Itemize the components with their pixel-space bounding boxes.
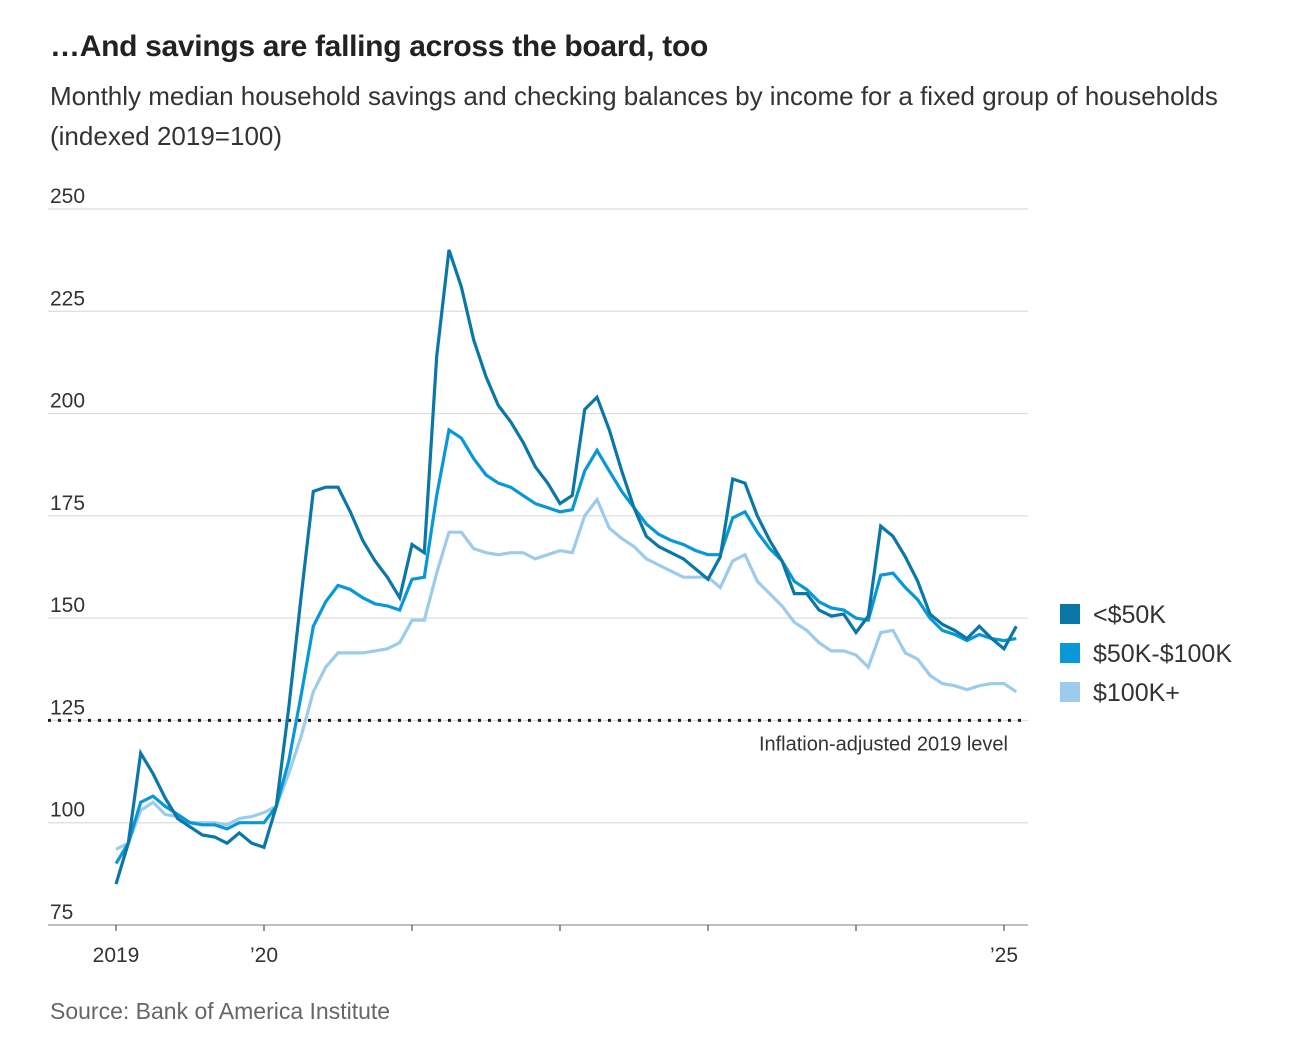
source-note: Source: Bank of America Institute	[50, 998, 391, 1024]
legend-swatch	[1060, 604, 1080, 624]
reference-line-label: Inflation-adjusted 2019 level	[759, 733, 1008, 755]
y-tick-label: 200	[50, 390, 85, 413]
reference-line: Inflation-adjusted 2019 level	[48, 718, 1028, 755]
legend-swatch	[1060, 682, 1080, 702]
chart-title: …And savings are falling across the boar…	[50, 30, 709, 63]
x-tick-label: 2019	[93, 944, 140, 967]
legend: <$50K $50K-$100K $100K+	[1060, 601, 1232, 707]
y-tick-label: 225	[50, 287, 85, 310]
y-tick-label: 100	[50, 799, 85, 822]
legend-swatch	[1060, 643, 1080, 663]
y-tick-label: 75	[50, 901, 73, 924]
legend-label: <$50K	[1093, 601, 1166, 629]
gridlines	[48, 208, 1028, 926]
y-tick-label: 150	[50, 594, 85, 617]
series-line	[114, 427, 1017, 865]
x-tick-label: ’20	[250, 944, 278, 967]
y-tick-label: 250	[50, 185, 85, 208]
series-line	[114, 249, 1018, 885]
x-tick-label: ’25	[990, 944, 1018, 967]
x-axis: 2019 ’20 ’25	[93, 925, 1018, 967]
series-line	[115, 496, 1018, 851]
series-lines	[114, 249, 1018, 885]
legend-label: $100K+	[1093, 679, 1180, 707]
legend-label: $50K-$100K	[1093, 640, 1232, 668]
y-axis-labels: 75 100 125 150 175 200 225 250	[50, 185, 85, 924]
y-tick-label: 175	[50, 492, 85, 515]
y-tick-label: 125	[50, 696, 85, 719]
chart-subtitle: Monthly median household savings and che…	[50, 81, 1218, 151]
